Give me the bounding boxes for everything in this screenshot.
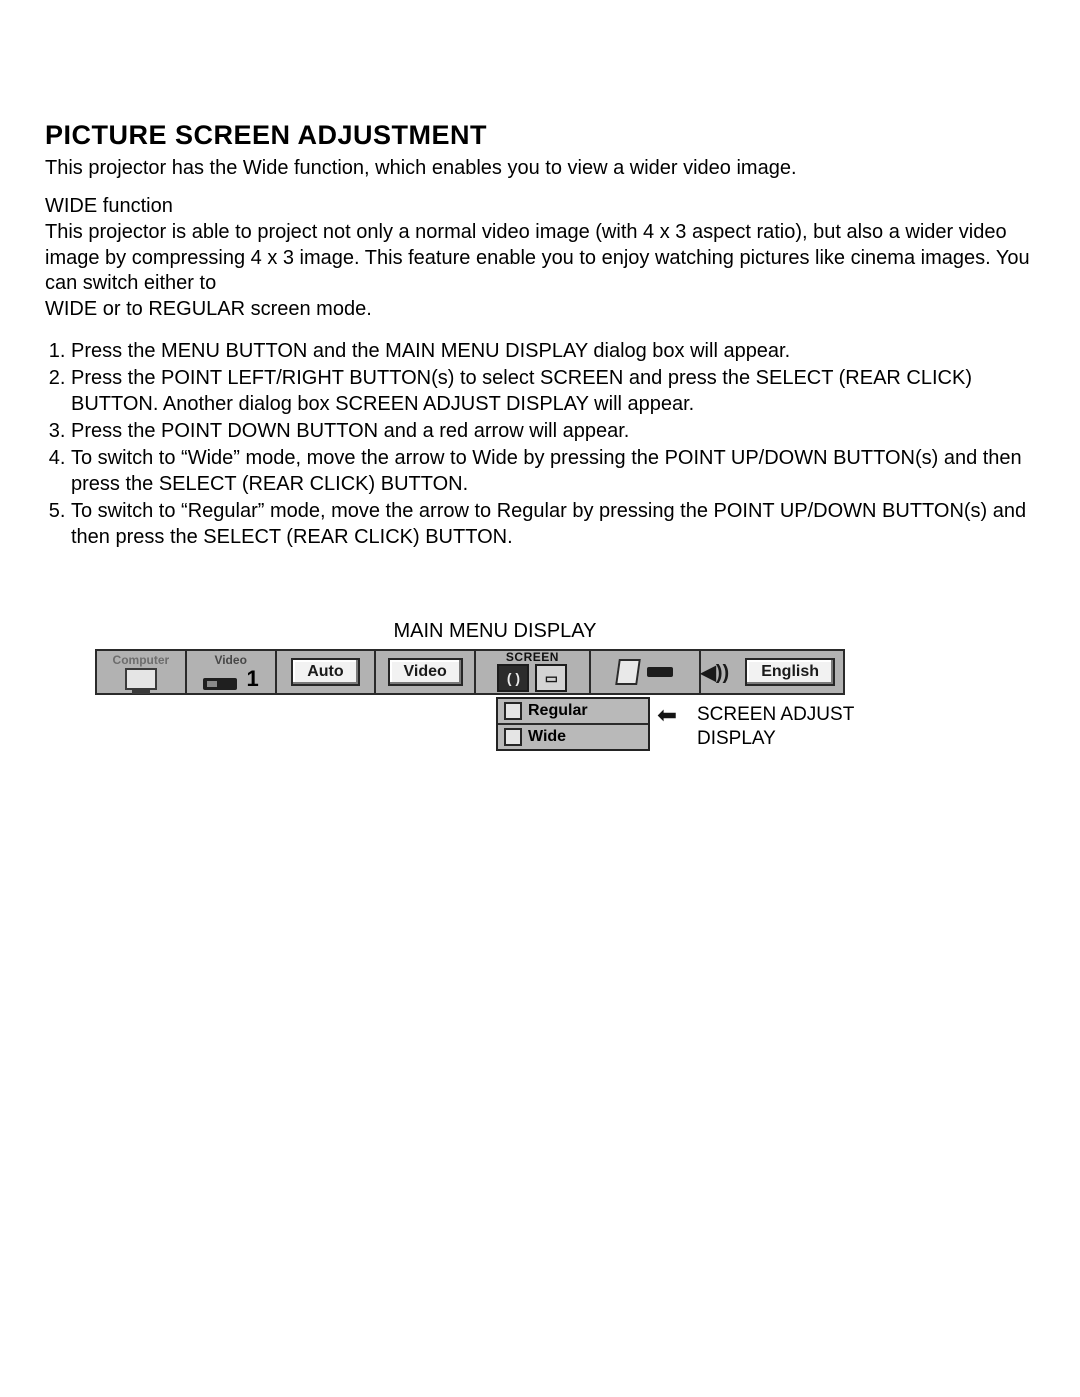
screen-icons: ( ) ▭ [497, 664, 567, 692]
menu-button-auto[interactable]: Auto [277, 651, 377, 693]
menu-wrapper: Computer Video 1 Auto Video [95, 649, 895, 695]
screen-header-label: SCREEN [476, 650, 589, 664]
menu-tab-misc[interactable] [591, 651, 701, 693]
computer-label: Computer [113, 654, 170, 666]
computer-icon [125, 668, 157, 690]
side-label-line2: DISPLAY [697, 728, 776, 749]
screen-adjust-caption: SCREEN ADJUST DISPLAY [697, 703, 854, 751]
menu-tab-video[interactable]: Video 1 [187, 651, 277, 693]
section-title: PICTURE SCREEN ADJUSTMENT [45, 120, 1035, 151]
side-label-line1: SCREEN ADJUST [697, 704, 854, 725]
video-button-face: Video [388, 658, 463, 686]
language-button-face: English [745, 658, 835, 686]
document-page: PICTURE SCREEN ADJUSTMENT This projector… [0, 0, 1080, 1397]
step-item: Press the POINT LEFT/RIGHT BUTTON(s) to … [71, 365, 1035, 417]
menu-button-video[interactable]: Video [376, 651, 476, 693]
video-icon-row: 1 [203, 668, 259, 690]
option-label: Wide [528, 728, 566, 746]
instruction-list: Press the MENU BUTTON and the MAIN MENU … [45, 338, 1035, 550]
menu-tab-computer[interactable]: Computer [97, 651, 187, 693]
step-item: To switch to “Regular” mode, move the ar… [71, 498, 1035, 550]
subsection-heading: WIDE function [45, 195, 1035, 218]
vcr-icon [203, 678, 237, 690]
step-item: Press the MENU BUTTON and the MAIN MENU … [71, 338, 1035, 364]
dropdown-option-regular[interactable]: Regular [498, 699, 648, 725]
intro-paragraph: This projector has the Wide function, wh… [45, 155, 1035, 181]
body-tail: WIDE or to REGULAR screen mode. [45, 298, 372, 320]
figure-caption: MAIN MENU DISPLAY [95, 620, 895, 643]
misc-icons [617, 659, 673, 685]
checkbox-icon [504, 702, 522, 720]
auto-button-face: Auto [291, 658, 359, 686]
arrow-left-icon: ⬅ [657, 701, 677, 730]
menu-figure: MAIN MENU DISPLAY Computer Video 1 Auto [95, 620, 895, 695]
aspect-icon: ▭ [535, 664, 567, 692]
menu-tab-language[interactable]: ◀)) English [701, 651, 843, 693]
page-icon [615, 659, 641, 685]
option-label: Regular [528, 702, 588, 720]
video-label: Video [214, 654, 246, 666]
body-paragraph: This projector is able to project not on… [45, 220, 1035, 322]
step-item: Press the POINT DOWN BUTTON and a red ar… [71, 418, 1035, 444]
checkbox-icon [504, 728, 522, 746]
menu-tab-screen[interactable]: SCREEN ( ) ▭ [476, 651, 591, 693]
screen-adjust-dropdown: Regular Wide [496, 697, 650, 751]
main-menu-bar: Computer Video 1 Auto Video [95, 649, 845, 695]
bar-icon [647, 667, 673, 677]
dropdown-option-wide[interactable]: Wide [498, 725, 648, 749]
step-item: To switch to “Wide” mode, move the arrow… [71, 445, 1035, 497]
adjust-icon: ( ) [497, 664, 529, 692]
body-main: This projector is able to project not on… [45, 221, 1030, 294]
source-index: 1 [247, 668, 259, 690]
speaker-icon: ◀)) [701, 660, 730, 685]
